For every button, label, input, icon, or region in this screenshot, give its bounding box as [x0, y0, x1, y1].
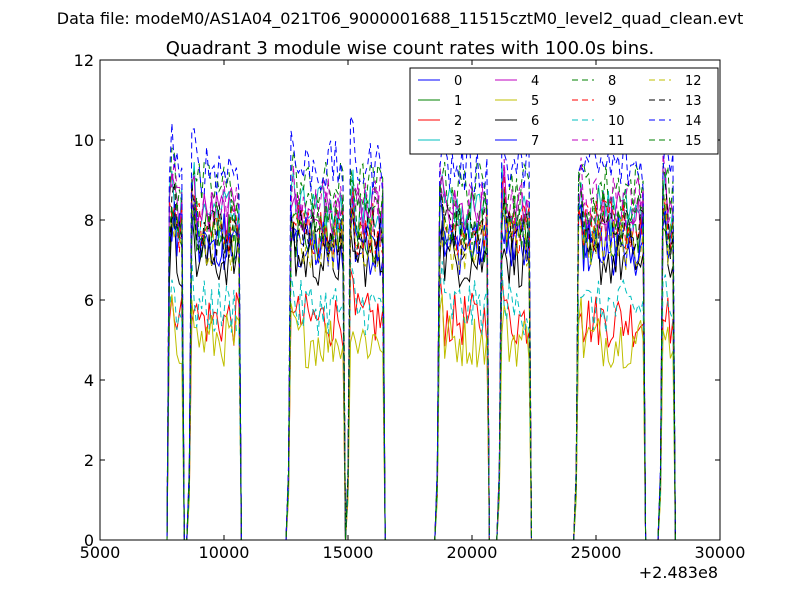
legend-entry: 2: [454, 114, 462, 129]
legend-entry: 8: [608, 74, 616, 89]
legend-entry: 9: [608, 94, 616, 109]
legend-entry: 14: [685, 114, 702, 129]
legend-entry: 4: [531, 74, 539, 89]
y-tick-label: 12: [74, 51, 94, 70]
axes-border: [99, 59, 721, 541]
chart-title: Quadrant 3 module wise count rates with …: [166, 38, 655, 59]
series-line-15: [166, 171, 676, 541]
x-tick-label: 20000: [447, 543, 498, 562]
y-tick-label: 6: [84, 291, 94, 310]
y-tick-label: 2: [84, 451, 94, 470]
legend-entry: 13: [685, 94, 702, 109]
legend-entry: 3: [454, 134, 462, 149]
figure-suptitle: Data file: modeM0/AS1A04_021T06_90000016…: [57, 9, 743, 29]
y-tick-label: 0: [84, 531, 94, 550]
series-line-10: [166, 258, 676, 541]
legend-entry: 5: [531, 94, 539, 109]
legend-entry: 6: [531, 114, 539, 129]
x-offset-label: +2.483e8: [639, 563, 718, 582]
legend-entry: 15: [685, 134, 702, 149]
legend-entry: 0: [454, 74, 462, 89]
legend-entry: 7: [531, 134, 539, 149]
legend-entry: 12: [685, 74, 702, 89]
y-tick-label: 10: [74, 131, 94, 150]
series-layer: [166, 116, 676, 541]
x-tick-label: 5000: [80, 543, 121, 562]
x-tick-label: 15000: [323, 543, 374, 562]
legend-box: [409, 67, 719, 155]
x-tick-label: 30000: [695, 543, 746, 562]
legend-entry: 11: [608, 134, 625, 149]
legend-entry: 10: [608, 114, 625, 129]
y-tick-label: 8: [84, 211, 94, 230]
legend-entry: 1: [454, 94, 462, 109]
y-tick-label: 4: [84, 371, 94, 390]
series-line-14: [166, 116, 676, 541]
x-tick-label: 10000: [199, 543, 250, 562]
x-tick-label: 25000: [571, 543, 622, 562]
